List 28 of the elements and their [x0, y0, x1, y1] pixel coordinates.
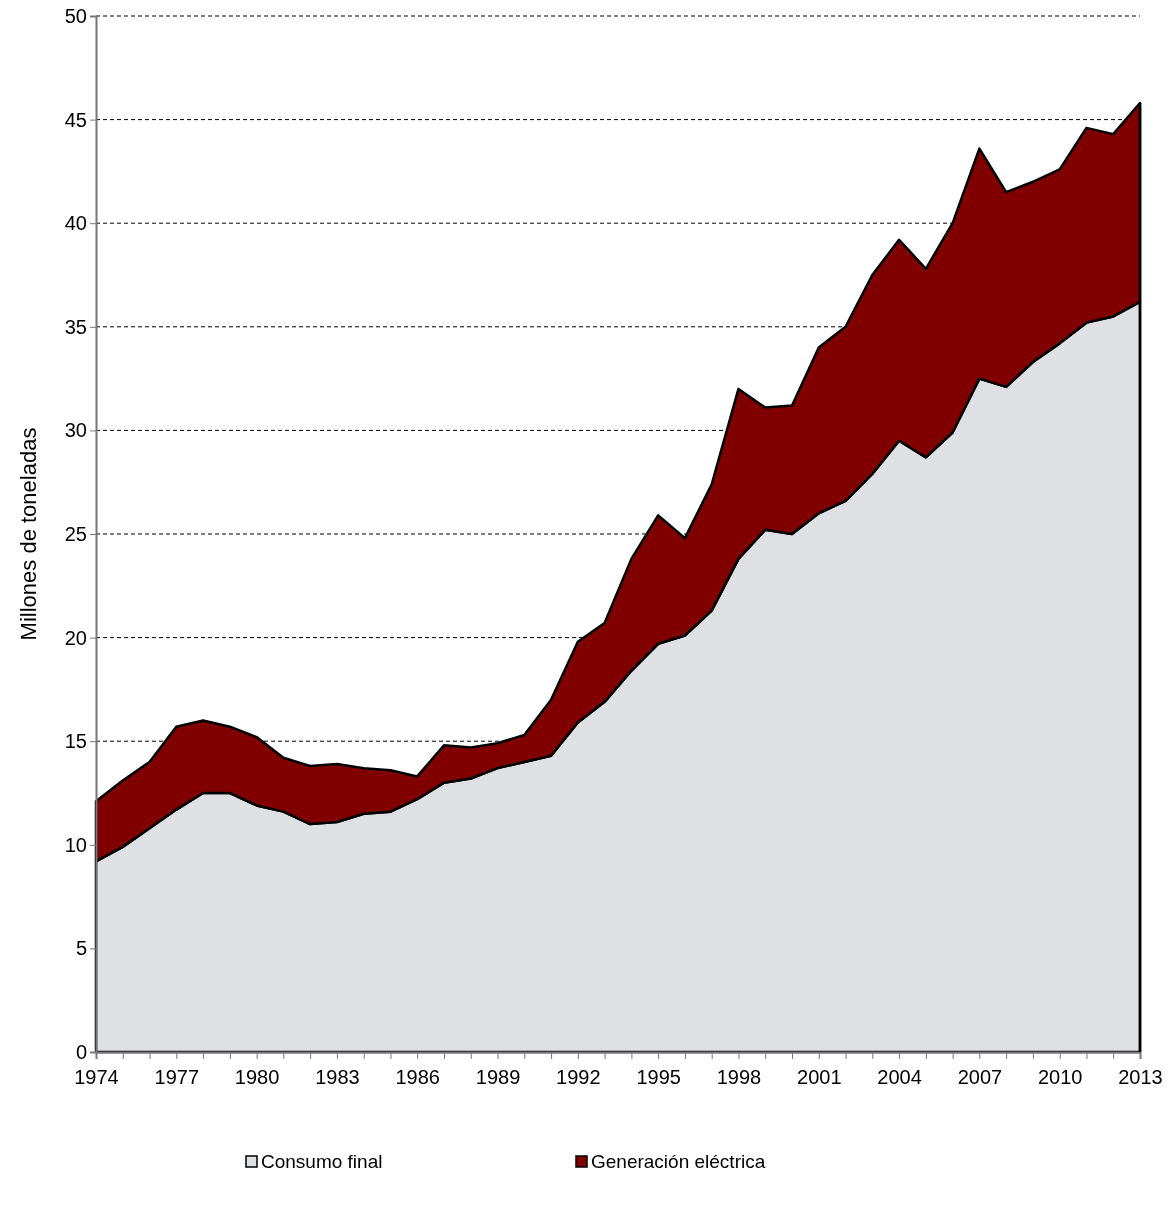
x-tick-label: 1986	[395, 1066, 440, 1088]
y-tick-label: 40	[64, 212, 87, 235]
y-tick-label: 20	[64, 626, 87, 649]
y-tick-label: 50	[64, 4, 87, 27]
x-tick-label: 2007	[957, 1066, 1003, 1088]
x-tick-label: 1998	[716, 1066, 762, 1088]
x-tick-label: 1989	[475, 1066, 521, 1088]
x-tick-label: 1995	[636, 1066, 681, 1088]
y-tick-label: 0	[75, 1040, 87, 1063]
legend-label: Generación eléctrica	[591, 1151, 766, 1172]
y-tick-label: 5	[75, 937, 87, 960]
y-tick-label: 10	[64, 833, 87, 856]
x-tick-label: 2013	[1118, 1066, 1163, 1088]
x-tick-label: 1983	[315, 1066, 360, 1088]
x-tick-label: 1992	[556, 1066, 601, 1088]
y-tick-label: 15	[64, 730, 87, 753]
y-axis-title: Millones de toneladas	[16, 427, 41, 641]
y-tick-label: 30	[64, 419, 87, 442]
x-tick-label: 1980	[234, 1066, 280, 1088]
x-tick-label: 1974	[74, 1066, 119, 1088]
x-tick-label: 2001	[797, 1066, 842, 1088]
y-tick-label: 35	[64, 315, 87, 338]
x-tick-label: 1977	[154, 1066, 200, 1088]
legend-label: Consumo final	[261, 1151, 383, 1172]
y-tick-label: 45	[64, 108, 87, 131]
x-tick-label: 2004	[877, 1066, 922, 1088]
y-tick-label: 25	[64, 522, 87, 545]
x-tick-label: 2010	[1037, 1066, 1083, 1088]
